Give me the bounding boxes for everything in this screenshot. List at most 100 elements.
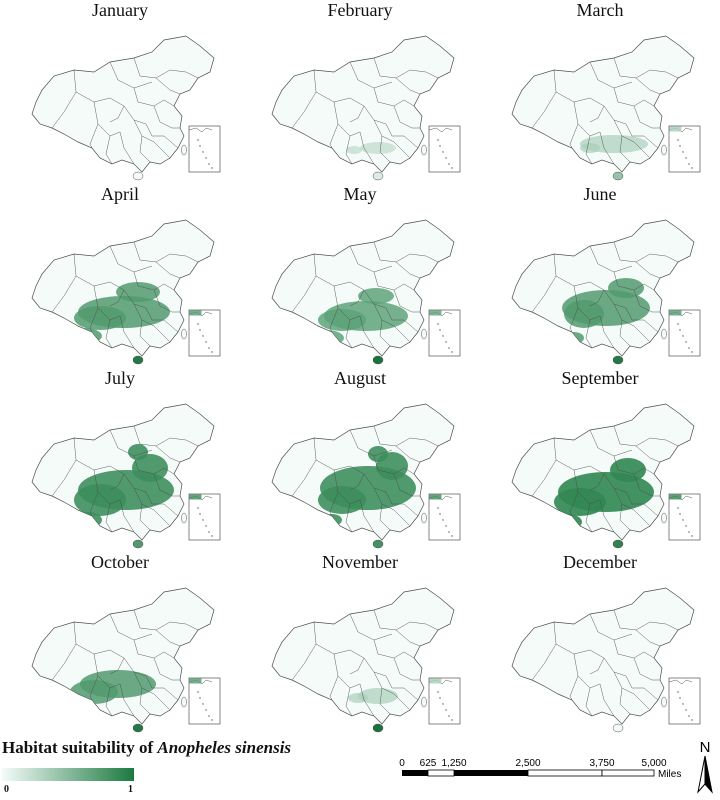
province-border xyxy=(291,91,317,129)
province-border xyxy=(345,503,353,533)
hainan-island xyxy=(372,539,384,549)
province-border xyxy=(345,319,353,349)
province-border xyxy=(119,131,135,165)
legend-min-label: 0 xyxy=(4,784,9,795)
province-border xyxy=(379,687,391,715)
suitability-area xyxy=(554,488,606,516)
province-border xyxy=(313,69,351,103)
china-map xyxy=(511,587,701,733)
province-border xyxy=(395,77,421,95)
province-border xyxy=(373,455,405,475)
taiwan-island xyxy=(181,328,187,340)
south-china-sea-inset xyxy=(188,677,221,725)
province-border xyxy=(313,437,351,471)
province-border xyxy=(409,253,439,263)
province-border xyxy=(599,683,615,717)
month-title: November xyxy=(322,552,398,572)
month-panel-december: December xyxy=(480,552,720,736)
hainan-island xyxy=(132,539,144,549)
province-border xyxy=(169,69,199,79)
province-border xyxy=(585,135,593,165)
province-border xyxy=(89,491,99,517)
province-border xyxy=(133,487,171,527)
province-border xyxy=(649,253,679,263)
province-border xyxy=(373,487,411,527)
province-border xyxy=(133,271,165,291)
month-title: April xyxy=(101,184,139,204)
suitability-area xyxy=(66,328,102,344)
province-border xyxy=(569,123,579,149)
province-border xyxy=(133,425,171,447)
province-border xyxy=(89,675,99,701)
province-border xyxy=(649,621,679,631)
province-border xyxy=(349,657,365,675)
province-border xyxy=(139,135,151,163)
province-border xyxy=(73,253,111,287)
suitability-area xyxy=(358,288,394,304)
province-border xyxy=(613,425,651,447)
province-border xyxy=(385,491,419,517)
province-border xyxy=(349,281,387,309)
month-title: June xyxy=(583,184,617,204)
province-border xyxy=(169,621,199,631)
province-border xyxy=(313,253,351,287)
province-border xyxy=(553,253,591,287)
north-arrow-left-icon xyxy=(697,755,706,794)
month-title: July xyxy=(104,368,135,388)
province-border xyxy=(93,285,121,321)
province-border xyxy=(349,465,387,493)
province-border xyxy=(409,69,439,79)
province-border xyxy=(133,241,171,263)
suitability-area xyxy=(132,454,168,482)
province-border xyxy=(153,657,180,681)
province-border xyxy=(393,657,420,681)
province-border xyxy=(153,289,180,313)
province-border xyxy=(155,77,181,95)
suitability-area xyxy=(116,282,160,302)
china-outline xyxy=(31,587,215,725)
south-china-sea-inset xyxy=(188,309,221,357)
province-border xyxy=(153,473,180,497)
province-border xyxy=(589,465,627,493)
china-map xyxy=(271,403,461,549)
province-border xyxy=(613,87,645,107)
province-border xyxy=(373,671,411,711)
province-border xyxy=(133,119,171,159)
suitability-area xyxy=(360,142,396,154)
province-border xyxy=(169,253,199,263)
province-border xyxy=(349,245,393,273)
south-china-sea-inset xyxy=(668,309,701,357)
suitability-area xyxy=(58,699,90,713)
month-title: September xyxy=(561,368,639,388)
month-title: May xyxy=(343,184,377,204)
province-border xyxy=(569,675,579,701)
province-border xyxy=(599,499,615,533)
legend-color-ramp xyxy=(2,768,134,781)
hainan-island xyxy=(132,171,144,181)
taiwan-island xyxy=(181,696,187,708)
month-panel-october: October xyxy=(0,552,240,736)
province-border xyxy=(531,275,557,313)
taiwan-island xyxy=(661,696,667,708)
china-outline xyxy=(511,35,695,173)
suitability-area xyxy=(308,330,344,346)
taiwan-island xyxy=(181,512,187,524)
scale-tick-label: 3,750 xyxy=(589,758,614,769)
china-outline xyxy=(511,403,695,541)
province-border xyxy=(643,99,655,107)
province-border xyxy=(531,91,557,129)
province-border xyxy=(333,653,361,689)
province-border xyxy=(333,285,361,321)
taiwan-island xyxy=(181,144,187,156)
province-border xyxy=(625,123,659,149)
scale-tick-label: 1,250 xyxy=(441,758,466,769)
province-border xyxy=(403,467,415,475)
province-border xyxy=(291,275,317,313)
hainan-island xyxy=(132,723,144,733)
province-border xyxy=(385,675,419,701)
suitability-area xyxy=(318,309,366,331)
south-china-sea-inset xyxy=(428,125,461,173)
province-border xyxy=(109,97,147,125)
province-border xyxy=(349,473,365,491)
month-title: February xyxy=(327,0,393,20)
